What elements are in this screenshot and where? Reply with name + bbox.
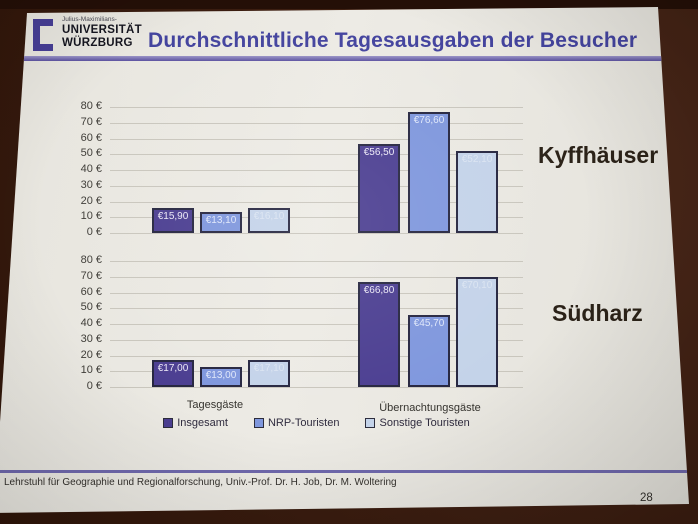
gridline	[110, 185, 523, 187]
bar-tagesgäste-insgesamt: €17,00	[152, 360, 194, 387]
y-tick-label: 70 €	[80, 115, 102, 128]
gridline	[110, 371, 523, 373]
gridline	[110, 233, 523, 234]
region-label-suedharz: Südharz	[552, 300, 643, 326]
bar-value-label: €56,50	[363, 147, 395, 158]
gridline	[110, 339, 523, 341]
legend-swatch-sonstige-touristen	[365, 418, 376, 428]
legend-label-nrp-touristen: NRP-Touristen	[267, 417, 340, 429]
bar-übernachtungsgäste-nrp-touristen: €76,60	[408, 112, 450, 233]
gridline	[110, 107, 523, 108]
gridline	[110, 308, 523, 310]
gridline	[110, 355, 523, 357]
y-tick-label: 50 €	[80, 147, 102, 160]
y-tick-label: 30 €	[80, 178, 102, 191]
legend-swatch-nrp-touristen	[253, 418, 264, 428]
bar-übernachtungsgäste-sonstige-touristen: €70,10	[456, 276, 498, 387]
chart-legend: Insgesamt NRP-Touristen Sonstige Tourist…	[110, 417, 523, 429]
gridline	[110, 201, 523, 203]
y-tick-label: 30 €	[80, 332, 102, 345]
bar-tagesgäste-sonstige-touristen: €17,10	[248, 360, 290, 387]
y-tick-label: 10 €	[80, 210, 102, 223]
category-label-tagesgaeste: Tagesgäste	[186, 399, 244, 411]
bar-übernachtungsgäste-insgesamt: €56,50	[358, 144, 400, 233]
y-tick-label: 70 €	[80, 269, 102, 282]
chart-suedharz: 0 € 10 € 20 € 30 € 40 € 50 € 60 € 70 € 80 € €17,0…	[81, 254, 523, 392]
gridline	[110, 154, 523, 156]
bar-tagesgäste-nrp-touristen: €13,10	[200, 212, 242, 233]
y-tick-label: 50 €	[80, 301, 102, 314]
gridline	[110, 138, 523, 140]
logo-line-wuerzburg: WÜRZBURG	[62, 37, 133, 49]
header-divider	[0, 56, 689, 61]
wall-top-strip	[0, 0, 698, 9]
university-logo-mark	[33, 19, 53, 51]
legend-swatch-insgesamt	[163, 418, 174, 428]
bar-value-label: €52,10	[461, 153, 493, 165]
gridline	[110, 292, 523, 294]
bar-übernachtungsgäste-insgesamt: €66,80	[358, 281, 400, 387]
bar-tagesgäste-nrp-touristen: €13,00	[200, 366, 242, 387]
legend-item-sonstige-touristen: Sonstige Touristen	[365, 417, 470, 429]
y-tick-label: 10 €	[80, 364, 102, 377]
bar-value-label: €17,00	[157, 363, 189, 375]
bar-value-label: €66,80	[363, 284, 395, 296]
bar-übernachtungsgäste-sonstige-touristen: €52,10	[456, 150, 498, 233]
gridline	[110, 387, 523, 388]
bar-übernachtungsgäste-nrp-touristen: €45,70	[408, 315, 450, 387]
bar-value-label: €13,10	[205, 215, 237, 227]
bar-value-label: €70,10	[461, 279, 493, 291]
legend-item-insgesamt: Insgesamt	[163, 417, 228, 429]
y-tick-label: 0 €	[86, 380, 102, 392]
gridline	[110, 261, 523, 262]
slide-title: Durchschnittliche Tagesausgaben der Besu…	[148, 29, 638, 52]
legend-item-nrp-touristen: NRP-Touristen	[253, 417, 340, 429]
y-tick-label: 40 €	[80, 163, 102, 175]
y-tick-label: 40 €	[80, 317, 102, 329]
y-tick-label: 80 €	[80, 254, 102, 266]
bar-tagesgäste-insgesamt: €15,90	[152, 208, 194, 233]
bar-value-label: €16,10	[253, 210, 285, 222]
legend-label-insgesamt: Insgesamt	[177, 417, 228, 429]
legend-label-sonstige-touristen: Sonstige Touristen	[379, 417, 470, 429]
bar-value-label: €76,60	[413, 115, 445, 127]
y-tick-label: 60 €	[80, 131, 102, 144]
logo-line-universitaet: UNIVERSITÄT	[62, 24, 142, 36]
bar-value-label: €45,70	[413, 318, 445, 329]
y-tick-label: 80 €	[80, 100, 102, 112]
bar-tagesgäste-sonstige-touristen: €16,10	[248, 207, 290, 233]
gridline	[110, 324, 523, 325]
footer-divider	[0, 470, 689, 473]
slide-page-number: 28	[640, 492, 653, 504]
y-tick-label: 0 €	[86, 226, 102, 238]
gridline	[110, 217, 523, 219]
category-label-uebernachtungsgaeste: Übernachtungsgäste	[379, 402, 481, 414]
gridline	[110, 170, 523, 171]
chart-kyffhaeuser: 0 € 10 € 20 € 30 € 40 € 50 € 60 € 70 € 80 € €15,9…	[81, 100, 523, 238]
y-tick-label: 60 €	[80, 285, 102, 298]
region-label-kyffhaeuser: Kyffhäuser	[538, 142, 659, 168]
y-tick-label: 20 €	[80, 194, 102, 207]
y-tick-label: 20 €	[80, 348, 102, 361]
bar-value-label: €15,90	[157, 211, 189, 222]
gridline	[110, 276, 523, 278]
footer-credit: Lehrstuhl für Geographie und Regionalfor…	[4, 477, 397, 488]
bar-value-label: €17,10	[253, 363, 285, 375]
gridline	[110, 122, 523, 124]
logo-pretitle: Julius-Maximilians-	[62, 16, 117, 23]
bar-value-label: €13,00	[205, 369, 237, 381]
